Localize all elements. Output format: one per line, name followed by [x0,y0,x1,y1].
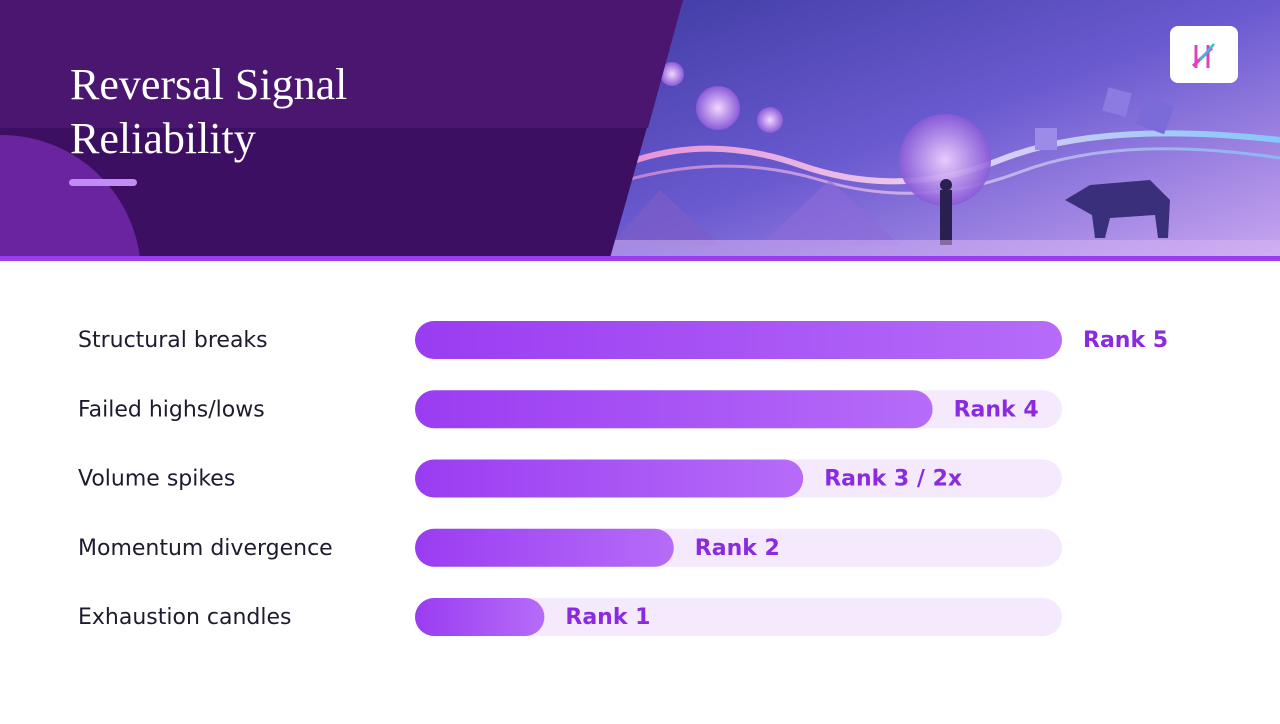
title-underline [69,179,137,186]
bar-track [415,598,1062,636]
orb [757,107,783,133]
header-rule [0,256,1280,261]
cube [1135,95,1175,135]
cube [1035,128,1057,150]
category-label: Volume spikes [78,467,235,492]
bar [415,459,804,498]
figure [940,190,952,245]
orb [899,114,991,206]
value-label: Rank 4 [954,397,1039,422]
category-label: Failed highs/lows [78,397,265,422]
logo-mark [1199,43,1215,61]
bar [415,598,545,636]
header-circle [0,134,140,258]
cube [1102,87,1132,117]
ground [560,240,1280,258]
category-label: Exhaustion candles [78,605,291,630]
figure [940,179,952,191]
orb [660,62,684,86]
bar [415,390,933,429]
chart-title: Reversal Signal Reliability [70,60,348,163]
value-label: Rank 5 [1083,328,1168,353]
category-label: Momentum divergence [78,536,333,561]
category-label: Structural breaks [78,328,268,353]
bar [415,528,674,567]
value-label: Rank 1 [565,605,650,630]
header-panel-top [0,0,683,128]
mountain [610,190,720,245]
orb [696,86,740,130]
mountain [760,180,900,245]
bull [1065,180,1170,238]
value-label: Rank 3 / 2x [824,467,962,492]
value-label: Rank 2 [695,536,780,561]
bar [415,321,1062,359]
